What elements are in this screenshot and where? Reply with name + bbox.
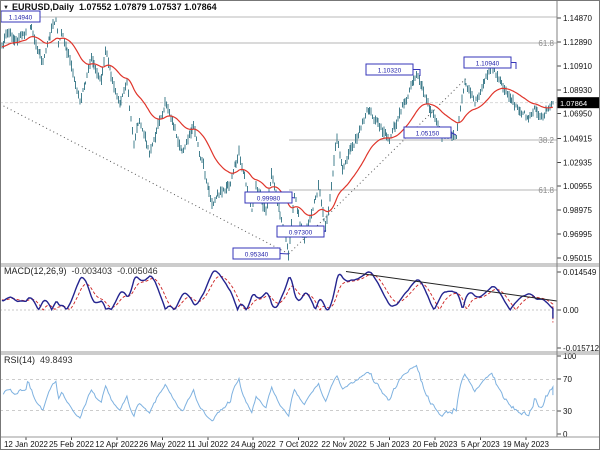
swing-label-connector bbox=[413, 69, 421, 76]
chart-title: ▼ EURUSD,Daily 1.07552 1.07879 1.07537 1.0… bbox=[3, 2, 217, 12]
rsi-value: 49.8493 bbox=[40, 355, 73, 365]
price-tick-label: 1.08930 bbox=[563, 86, 592, 95]
swing-label-box[interactable] bbox=[244, 191, 293, 204]
swing-label-text: 0.95340 bbox=[245, 252, 269, 259]
swing-label-text: 0.99980 bbox=[257, 196, 281, 203]
macd-name: MACD(12,26,9) bbox=[4, 266, 67, 276]
swing-label-text: 1.10940 bbox=[476, 61, 500, 68]
price-tick-label: 1.12890 bbox=[563, 38, 592, 47]
ma-line bbox=[1, 35, 554, 217]
ohlc-quote: 1.07552 1.07879 1.07537 1.07864 bbox=[78, 2, 217, 12]
symbol-dropdown-icon[interactable]: ▼ bbox=[3, 5, 9, 11]
macd-tick-label: 0.00 bbox=[563, 306, 579, 315]
swing-label-connector bbox=[511, 62, 517, 69]
swing-label-text: 1.10320 bbox=[378, 68, 402, 75]
rsi-pane[interactable] bbox=[0, 354, 557, 437]
fib-level-label: 61.8 bbox=[538, 39, 554, 48]
rsi-name: RSI(14) bbox=[4, 355, 36, 365]
rsi-tick-label: 0 bbox=[563, 430, 568, 439]
date-label: 24 Aug 2022 bbox=[231, 440, 276, 449]
price-tick-label: 0.95015 bbox=[563, 254, 592, 263]
current-price-text: 1.07864 bbox=[560, 99, 587, 108]
macd-line bbox=[1, 270, 554, 319]
date-label: 12 Jan 2022 bbox=[4, 440, 49, 449]
swing-label-connector bbox=[279, 253, 290, 255]
rsi-tick-label: 70 bbox=[563, 375, 572, 384]
date-label: 22 Nov 2022 bbox=[321, 440, 367, 449]
rsi-tick-label: 100 bbox=[563, 352, 577, 361]
date-label: 26 May 2022 bbox=[139, 440, 186, 449]
date-label: 12 Apr 2022 bbox=[95, 440, 139, 449]
swing-label-box[interactable] bbox=[463, 56, 512, 69]
date-label: 25 Feb 2022 bbox=[49, 440, 94, 449]
rsi-tick-label: 30 bbox=[563, 407, 572, 416]
price-chart-pane[interactable] bbox=[0, 0, 557, 264]
price-tick-label: 1.14870 bbox=[563, 14, 592, 23]
fib-level-label: 61.8 bbox=[538, 186, 554, 195]
date-label: 5 Apr 2023 bbox=[461, 440, 500, 449]
swing-label-text: 0.97300 bbox=[289, 230, 313, 237]
price-tick-label: 0.96995 bbox=[563, 230, 592, 239]
macd-value-signal: -0.005046 bbox=[117, 266, 158, 276]
macd-trendline[interactable] bbox=[345, 271, 558, 302]
macd-tick-label: 0.014549 bbox=[563, 268, 597, 277]
price-tick-label: 1.00955 bbox=[563, 182, 592, 191]
price-tick-label: 0.98975 bbox=[563, 206, 592, 215]
price-tick-label: 1.04915 bbox=[563, 134, 592, 143]
date-label: 5 Jan 2023 bbox=[370, 440, 410, 449]
swing-label-connector bbox=[450, 132, 457, 136]
price-tick-label: 1.02935 bbox=[563, 158, 592, 167]
date-label: 20 Feb 2023 bbox=[412, 440, 457, 449]
swing-label-text: 1.05150 bbox=[416, 131, 440, 138]
macd-value-main: -0.003403 bbox=[71, 266, 113, 276]
macd-signal-line bbox=[1, 273, 554, 323]
date-label: 19 May 2023 bbox=[503, 440, 550, 449]
symbol-period-label: EURUSD,Daily bbox=[11, 2, 74, 12]
swing-label-box[interactable] bbox=[232, 247, 281, 260]
current-price-tag bbox=[557, 97, 600, 109]
macd-label: MACD(12,26,9) -0.003403 -0.005046 bbox=[4, 266, 158, 276]
price-tick-label: 1.10910 bbox=[563, 62, 592, 71]
swing-label-box[interactable] bbox=[365, 63, 414, 76]
swing-label-box[interactable] bbox=[276, 225, 325, 238]
macd-tick-label: -0.015712 bbox=[563, 344, 600, 353]
rsi-line bbox=[2, 364, 554, 422]
date-label: 7 Oct 2022 bbox=[279, 440, 319, 449]
fib-level-label: 38.2 bbox=[538, 136, 554, 145]
swing-label-box[interactable] bbox=[403, 126, 452, 139]
rsi-label: RSI(14) 49.8493 bbox=[4, 355, 73, 365]
swing-label-text: 1.14940 bbox=[9, 15, 33, 22]
price-tick-label: 1.06950 bbox=[563, 110, 592, 119]
date-label: 11 Jul 2022 bbox=[187, 440, 228, 449]
